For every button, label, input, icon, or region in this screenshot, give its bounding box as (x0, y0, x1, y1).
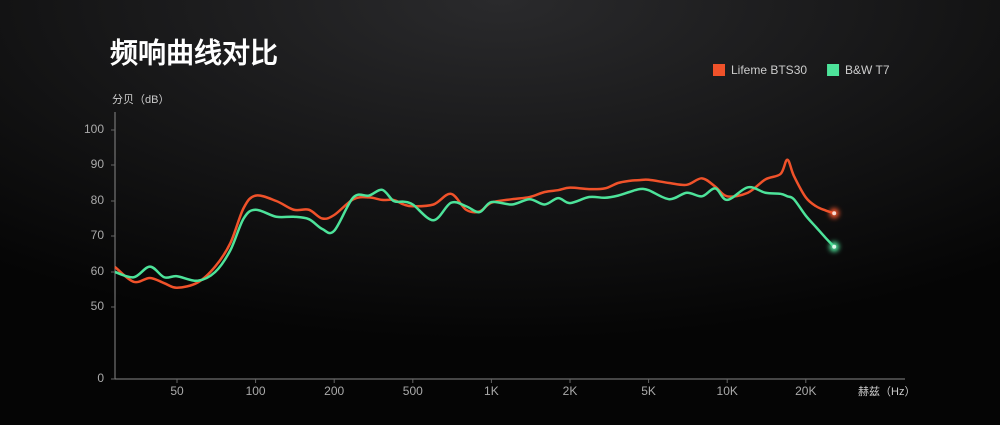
y-tick-label: 60 (91, 264, 105, 278)
x-tick-label: 50 (170, 384, 184, 398)
x-tick-label: 100 (246, 384, 266, 398)
y-tick-label: 70 (91, 228, 105, 242)
x-tick-label: 20K (795, 384, 816, 398)
x-tick-label: 5K (641, 384, 656, 398)
x-tick-label: 200 (324, 384, 344, 398)
legend-swatch (713, 64, 725, 76)
y-tick-label: 90 (91, 157, 105, 171)
y-axis-label: 分贝（dB） (112, 93, 169, 106)
y-tick-label: 80 (91, 193, 105, 207)
legend-label: B&W T7 (845, 63, 890, 77)
y-tick-label: 0 (97, 371, 104, 385)
series-line (114, 185, 836, 283)
x-tick-label: 500 (403, 384, 423, 398)
x-tick-label: 1K (484, 384, 499, 398)
line-end (832, 244, 837, 249)
x-tick-label: 10K (717, 384, 738, 398)
line-end (832, 211, 837, 216)
chart-title: 频响曲线对比 (110, 36, 278, 68)
y-tick-label: 50 (91, 299, 105, 313)
y-tick-label: 100 (84, 122, 104, 136)
legend-swatch (827, 64, 840, 76)
legend-label: Lifeme BTS30 (731, 63, 807, 77)
x-axis-label: 赫兹（Hz） (858, 385, 915, 398)
x-tick-label: 2K (563, 384, 578, 398)
